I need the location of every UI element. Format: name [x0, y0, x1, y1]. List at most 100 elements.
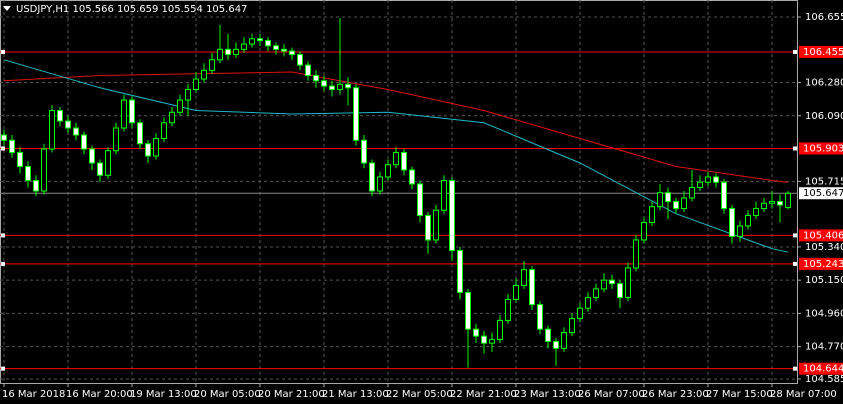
candle-body — [281, 48, 287, 52]
x-tick-label: 19 Mar 13:00 — [130, 389, 197, 400]
candle-body — [593, 288, 599, 299]
candle-body — [369, 162, 375, 192]
title-marker — [3, 6, 11, 11]
x-tick-label: 20 Mar 05:00 — [194, 389, 261, 400]
y-tick-label: 104.770 — [805, 342, 843, 353]
y-tick-label: 105.715 — [805, 176, 843, 187]
candle-body — [433, 209, 439, 241]
candle-body — [361, 139, 367, 164]
level-anchor — [793, 366, 797, 371]
candle-body — [321, 80, 327, 87]
level-label-box — [799, 362, 843, 375]
candle-body — [569, 318, 575, 334]
candle-body — [785, 192, 791, 208]
candle-body — [713, 176, 719, 183]
level-label-box — [799, 45, 843, 58]
y-tick-label: 106.655 — [805, 12, 843, 23]
level-anchor — [1, 49, 5, 54]
x-tick-label: 20 Mar 21:00 — [258, 389, 325, 400]
x-tick-label: 23 Mar 13:00 — [514, 389, 581, 400]
candle-body — [17, 152, 23, 167]
candle-body — [145, 143, 151, 157]
candle-body — [177, 99, 183, 113]
level-anchor — [793, 261, 797, 266]
candle-body — [553, 340, 559, 349]
y-tick-label: 105.150 — [805, 275, 843, 286]
candle-body — [585, 297, 591, 309]
y-tick-label: 106.280 — [805, 78, 843, 89]
candle-body — [409, 169, 415, 185]
candle-body — [521, 269, 527, 286]
candle-body — [377, 176, 383, 192]
candle-body — [577, 307, 583, 320]
x-tick-label: 16 Mar 2018 — [2, 389, 65, 400]
candle-body — [705, 176, 711, 183]
candle-body — [345, 83, 351, 89]
candle-body — [161, 122, 167, 140]
candle-body — [209, 59, 215, 71]
candle-body — [561, 332, 567, 349]
level-anchor — [1, 233, 5, 238]
y-tick-label: 104.960 — [805, 308, 843, 319]
price-label: 105.647 — [803, 188, 843, 199]
candle-body — [689, 186, 695, 199]
level-label: 105.406 — [803, 230, 843, 241]
candle-body — [193, 78, 199, 91]
candle-body — [641, 221, 647, 241]
candle-body — [241, 43, 247, 50]
candle-body — [297, 54, 303, 66]
chart-title: USDJPY,H1 105.566 105.659 105.554 105.64… — [16, 4, 247, 15]
candle-body — [481, 335, 487, 344]
candle-body — [393, 152, 399, 166]
candle-body — [401, 152, 407, 171]
level-label-box — [799, 257, 843, 270]
candle-body — [649, 206, 655, 223]
moving-average — [3, 59, 789, 253]
candle-body — [441, 179, 447, 211]
candle-body — [129, 99, 135, 124]
candle-body — [353, 87, 359, 141]
level-label: 106.455 — [803, 47, 843, 58]
candle-body — [729, 207, 735, 237]
candle-body — [73, 127, 79, 136]
candle-body — [665, 192, 671, 202]
candle-body — [25, 165, 31, 181]
candle-body — [489, 339, 495, 344]
candle-body — [49, 110, 55, 150]
candle-body — [625, 267, 631, 299]
y-tick-label: 105.340 — [805, 242, 843, 253]
candle-body — [153, 138, 159, 157]
price-label-box — [799, 187, 843, 200]
candle-body — [745, 214, 751, 227]
candle-body — [201, 69, 207, 80]
candle-body — [633, 239, 639, 269]
x-tick-label: 16 Mar 20:00 — [66, 389, 133, 400]
candle-body — [497, 319, 503, 341]
candle-body — [1, 134, 7, 141]
candle-body — [385, 164, 391, 178]
candle-body — [105, 150, 111, 176]
x-tick-label: 27 Mar 15:00 — [706, 389, 773, 400]
candle-body — [305, 64, 311, 77]
level-anchor — [1, 146, 5, 151]
candle-body — [617, 283, 623, 299]
candle-body — [681, 197, 687, 209]
candle-body — [425, 214, 431, 241]
candle-body — [457, 249, 463, 293]
candle-body — [737, 225, 743, 237]
y-tick-label: 106.090 — [805, 111, 843, 122]
level-anchor — [793, 146, 797, 151]
candle-body — [473, 328, 479, 337]
level-anchor — [793, 233, 797, 238]
candle-body — [217, 48, 223, 61]
candle-body — [545, 328, 551, 342]
candle-body — [273, 45, 279, 50]
level-anchor — [793, 49, 797, 54]
x-tick-label: 28 Mar 07:00 — [770, 389, 837, 400]
candle-body — [753, 207, 759, 216]
candle-body — [169, 111, 175, 124]
candle-body — [57, 110, 63, 122]
candle-body — [9, 139, 15, 154]
candle-body — [417, 183, 423, 216]
moving-average — [3, 71, 789, 183]
